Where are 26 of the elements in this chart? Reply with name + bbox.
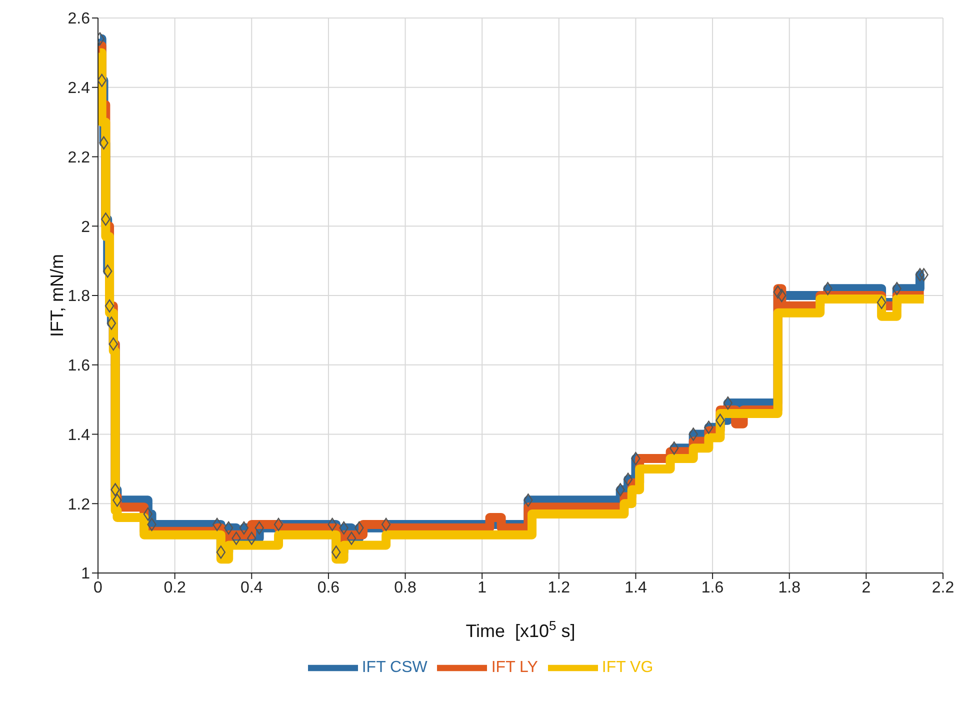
- y-tick-label: 1.6: [68, 358, 90, 375]
- y-tick-label: 1.8: [68, 288, 90, 306]
- x-tick-label: 1.6: [701, 579, 724, 596]
- legend-label: IFT CSW: [362, 659, 428, 676]
- y-axis-title: IFT, mN/m: [47, 254, 67, 337]
- y-tick-label: 1.4: [68, 426, 90, 444]
- y-tick-label: 1: [81, 566, 90, 583]
- x-tick-label: 0: [94, 579, 103, 596]
- y-tick-label: 2.4: [68, 80, 90, 98]
- x-axis-title: Time [x10$^{5}$ s]: [466, 618, 576, 641]
- x-tick-label: 2.2: [932, 579, 954, 596]
- x-tick-label: 0.2: [164, 579, 186, 596]
- y-tick-label: 2.6: [68, 10, 90, 28]
- x-tick-label: 1.2: [548, 579, 570, 596]
- x-tick-label: 0.6: [317, 579, 340, 596]
- x-tick-label: 0.4: [240, 579, 263, 596]
- legend-label: IFT VG: [602, 659, 654, 676]
- y-tick-label: 2: [81, 218, 90, 236]
- x-tick-label: 1.4: [624, 579, 647, 596]
- legend-label: IFT LY: [491, 659, 538, 676]
- y-tick-label: 1.2: [68, 496, 90, 514]
- y-tick-label: 2.2: [68, 149, 90, 166]
- x-tick-label: 2: [862, 579, 871, 596]
- x-tick-label: 0.8: [394, 579, 416, 596]
- x-tick-label: 1.8: [778, 579, 801, 596]
- x-tick-label: 1: [478, 579, 487, 596]
